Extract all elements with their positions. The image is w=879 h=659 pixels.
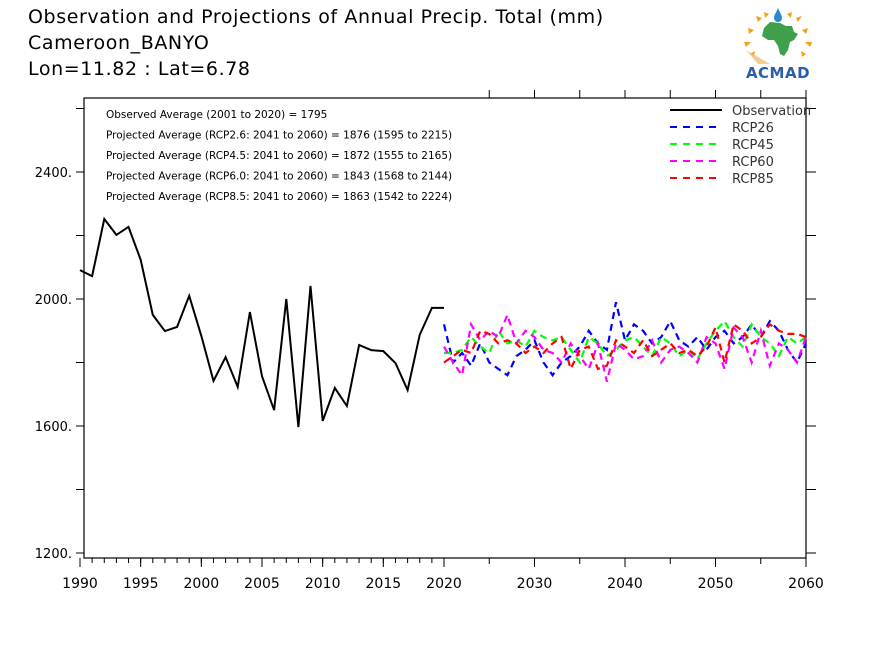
x-tick-label: 2060 <box>788 576 824 592</box>
x-tick-label: 1990 <box>62 576 98 592</box>
annotation-text: Observed Average (2001 to 2020) = 1795 <box>106 109 327 121</box>
legend-label: RCP45 <box>732 138 774 153</box>
annotation-text: Projected Average (RCP4.5: 2041 to 2060)… <box>106 150 452 162</box>
annotation-text: Projected Average (RCP2.6: 2041 to 2060)… <box>106 130 452 142</box>
y-tick-label: 1600. <box>35 420 72 435</box>
legend-label: RCP26 <box>732 121 774 136</box>
series-layer <box>79 216 808 428</box>
africa-map-logo-icon <box>744 8 812 64</box>
plot-frame <box>83 97 807 559</box>
x-tick-label: 2040 <box>607 576 643 592</box>
legend-label: RCP60 <box>732 155 774 170</box>
annotation-text: Projected Average (RCP6.0: 2041 to 2060)… <box>106 171 452 183</box>
y-tick-label: 1200. <box>35 547 72 562</box>
chart-title: Observation and Projections of Annual Pr… <box>28 6 604 28</box>
x-tick-label: 2015 <box>366 576 402 592</box>
annotation-text: Projected Average (RCP8.5: 2041 to 2060)… <box>106 191 452 203</box>
x-tick-label: 2050 <box>698 576 734 592</box>
y-tick-label: 2000. <box>35 293 72 308</box>
station-name: Cameroon_BANYO <box>28 32 210 54</box>
acmad-logo: ACMAD <box>736 4 820 84</box>
y-tick-label: 2400. <box>35 166 72 181</box>
series-observation <box>79 216 444 428</box>
x-tick-label: 2020 <box>426 576 462 592</box>
series-rcp45 <box>444 319 807 365</box>
legend: Observation RCP26 RCP45 RCP60 RCP85 <box>670 104 811 187</box>
x-tick-label: 1995 <box>123 576 159 592</box>
x-tick-label: 2030 <box>517 576 553 592</box>
x-tick-label: 2010 <box>305 576 341 592</box>
legend-label: RCP85 <box>732 172 774 187</box>
legend-label: Observation <box>732 104 811 119</box>
x-tick-label: 2005 <box>244 576 280 592</box>
axes: 1200. 1600. 2000. 2400. 1990 1995 2000 2005 2010… <box>35 90 824 592</box>
acmad-logo-text: ACMAD <box>745 64 811 82</box>
station-coords: Lon=11.82 : Lat=6.78 <box>28 58 251 80</box>
annotation-layer: Observed Average (2001 to 2020) = 1795 Pr… <box>106 109 452 203</box>
x-tick-label: 2000 <box>184 576 220 592</box>
